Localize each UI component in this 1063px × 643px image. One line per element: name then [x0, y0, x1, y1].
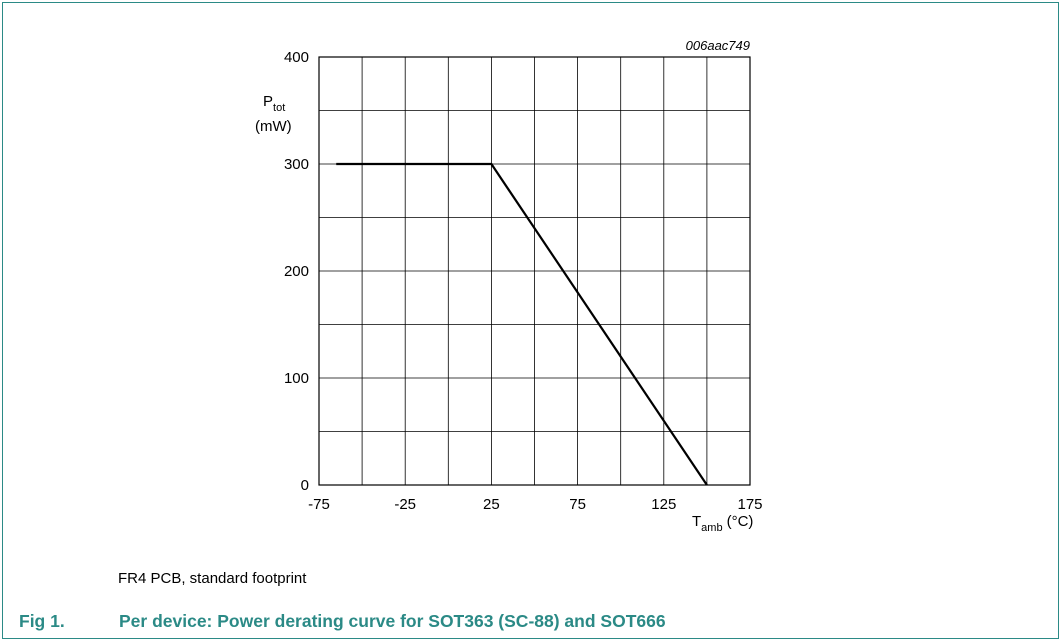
- x-tick-label: -75: [308, 496, 330, 513]
- y-tick-label: 0: [301, 477, 309, 494]
- figure-identifier: 006aac749: [686, 38, 750, 53]
- x-tick-label: -25: [394, 496, 416, 513]
- x-tick-label: 75: [569, 496, 586, 513]
- plot-border: [318, 56, 751, 486]
- x-tick-label: 25: [483, 496, 500, 513]
- figure-caption: Fig 1. Per device: Power derating curve f…: [19, 611, 666, 632]
- grid: [318, 56, 751, 486]
- y-tick-label: 100: [284, 370, 309, 387]
- x-axis-main: T: [692, 513, 701, 530]
- derating-curve: [336, 162, 708, 486]
- x-axis-unit: (°C): [727, 513, 754, 530]
- y-tick-label: 300: [284, 156, 309, 173]
- y-axis-unit: (mW): [255, 118, 292, 135]
- x-tick-label: 125: [651, 496, 676, 513]
- x-axis-sub: amb: [701, 522, 722, 534]
- x-tick-label: 175: [737, 496, 762, 513]
- series-layer: [336, 162, 708, 486]
- figure-number: Fig 1.: [19, 611, 65, 631]
- y-axis-main: P: [263, 93, 273, 110]
- y-axis-sub: tot: [273, 102, 285, 114]
- tick-labels: -75 -25 25 75 125 175 0 100 200 300 400: [284, 49, 763, 513]
- y-tick-label: 200: [284, 263, 309, 280]
- x-axis-label: Tamb (°C): [692, 513, 753, 534]
- y-axis-symbol: Ptot: [263, 93, 285, 114]
- y-tick-label: 400: [284, 49, 309, 66]
- figure-note: FR4 PCB, standard footprint: [118, 570, 307, 587]
- figure-title: Per device: Power derating curve for SOT…: [119, 611, 666, 631]
